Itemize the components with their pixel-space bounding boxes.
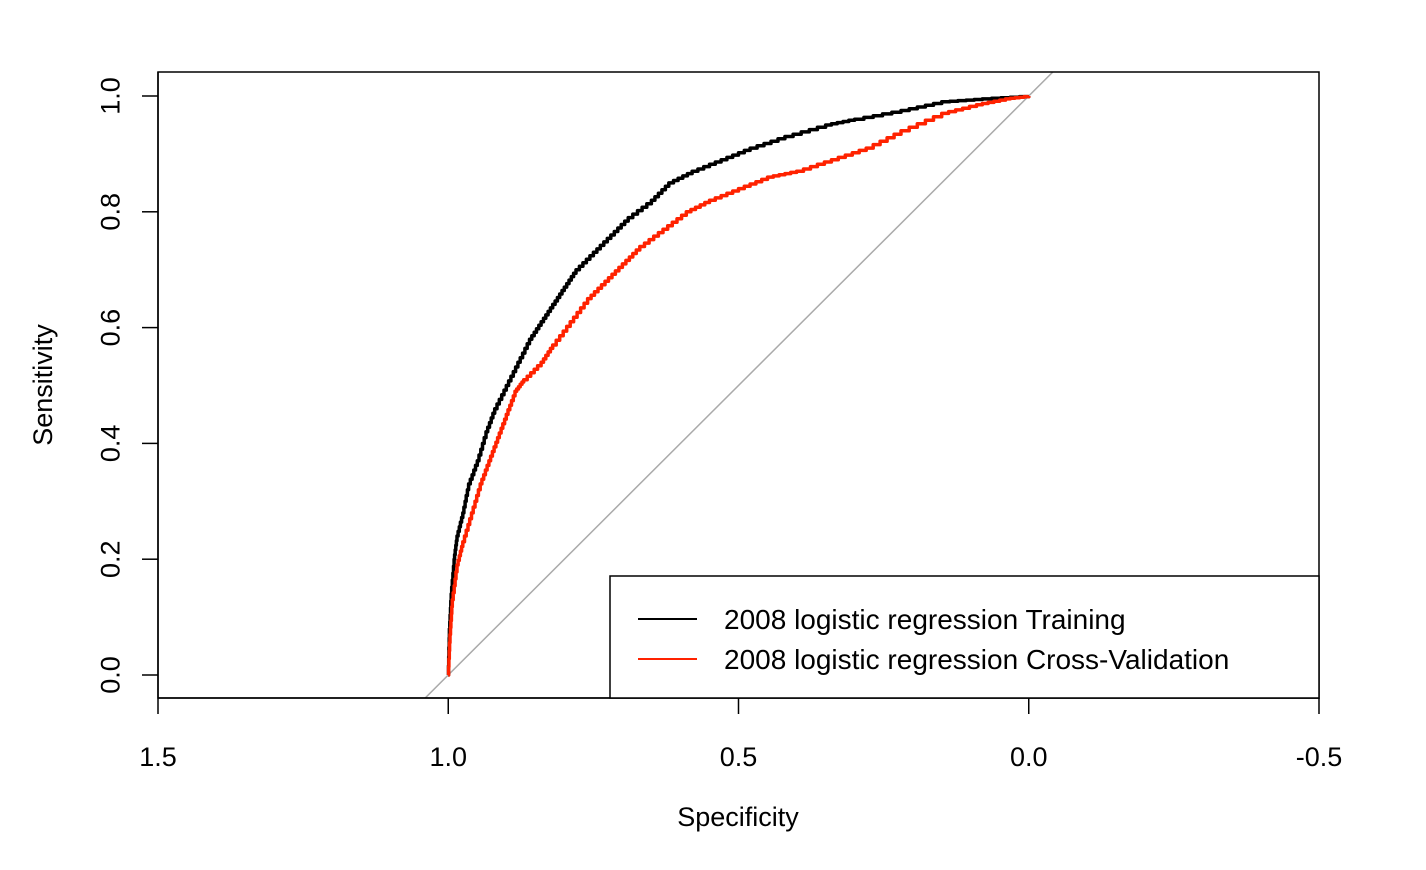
y-tick-label: 0.6 [95,309,125,347]
x-tick-label: 0.5 [720,742,758,772]
x-tick-label: -0.5 [1296,742,1343,772]
y-axis-label: Sensitivity [28,324,58,446]
x-tick-label: 1.5 [139,742,177,772]
series-layer [446,94,1031,677]
legend-box [609,575,1320,699]
y-tick-label: 0.0 [95,656,125,694]
y-axis: 0.0 0.2 0.4 0.6 0.8 1.0 [95,72,159,698]
reference-layer [424,72,1054,698]
y-tick-label: 1.0 [95,77,125,115]
y-tick-label: 0.8 [95,193,125,231]
x-tick-label: 1.0 [429,742,467,772]
roc-line-training [446,94,1031,677]
diagonal-reference-line [424,72,1054,698]
x-axis-label: Specificity [677,802,799,832]
y-tick-label: 0.4 [95,425,125,463]
roc-line-cross-validation [446,94,1031,677]
legend: 2008 logistic regression Training 2008 l… [609,575,1320,699]
y-tick-label: 0.2 [95,540,125,578]
legend-label-training: 2008 logistic regression Training [724,604,1126,635]
legend-label-cross-validation: 2008 logistic regression Cross-Validatio… [724,644,1229,675]
x-tick-label: 0.0 [1010,742,1048,772]
